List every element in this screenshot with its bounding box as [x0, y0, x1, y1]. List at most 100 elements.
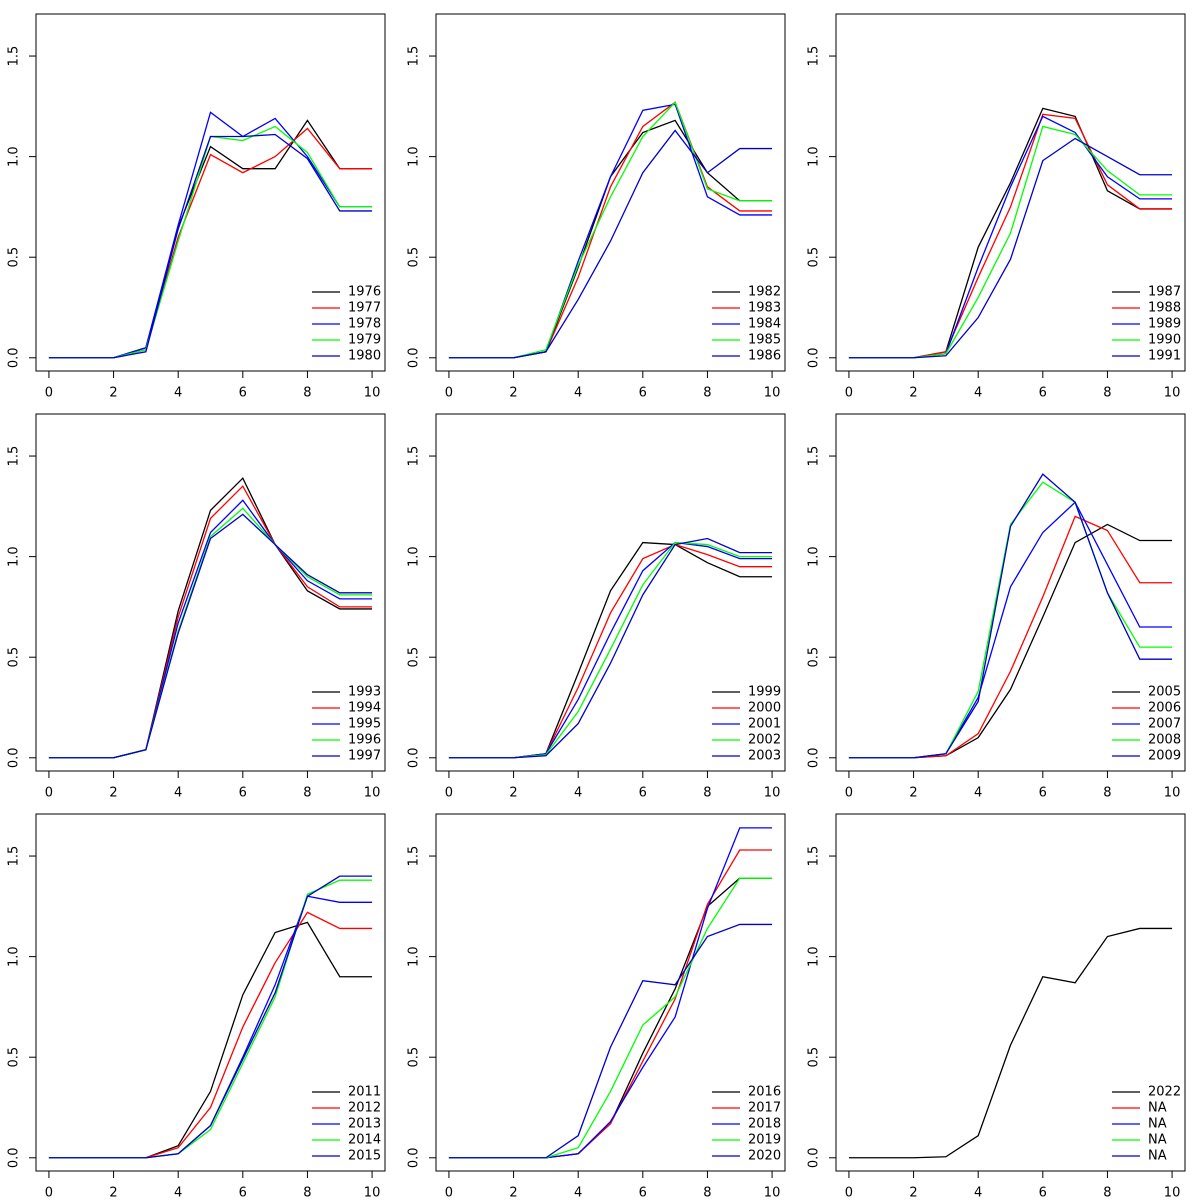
y-tick-label: 0.0 — [7, 347, 22, 368]
legend-label: 1994 — [348, 701, 381, 716]
x-tick-label: 6 — [1039, 386, 1047, 401]
legend-label: 2020 — [748, 1149, 781, 1164]
series-line — [48, 133, 373, 359]
y-tick-label: 1.0 — [7, 546, 22, 567]
legend-label: 1987 — [1148, 285, 1181, 300]
x-tick-label: 0 — [845, 386, 853, 401]
x-tick-label: 8 — [1103, 386, 1111, 401]
legend-label: 2018 — [748, 1117, 781, 1132]
plot-frame — [835, 413, 1186, 772]
series-line — [448, 101, 773, 359]
legend-label: 2000 — [748, 701, 781, 716]
x-tick-label: 0 — [45, 786, 53, 801]
legend-label: 2006 — [1148, 701, 1181, 716]
x-tick-label: 4 — [174, 1186, 182, 1200]
legend-label: 1979 — [348, 333, 381, 348]
x-tick-label: 10 — [764, 386, 781, 401]
x-tick-label: 2 — [909, 386, 917, 401]
series-line — [48, 875, 373, 1159]
plot-frame — [35, 813, 386, 1172]
x-tick-label: 0 — [445, 1186, 453, 1200]
x-tick-label: 4 — [974, 1186, 982, 1200]
x-tick-label: 6 — [639, 1186, 647, 1200]
y-tick-label: 0.5 — [807, 247, 822, 268]
series-line — [48, 513, 373, 759]
x-tick-label: 10 — [1164, 386, 1181, 401]
y-tick-label: 1.5 — [7, 846, 22, 867]
x-tick-label: 2 — [509, 1186, 517, 1200]
legend-label: 2017 — [748, 1101, 781, 1116]
x-tick-label: 2 — [109, 1186, 117, 1200]
series-line — [48, 895, 373, 1159]
y-tick-label: 0.0 — [7, 747, 22, 768]
legend-label: 2011 — [348, 1085, 381, 1100]
x-tick-label: 0 — [45, 1186, 53, 1200]
plot-frame — [35, 413, 386, 772]
y-tick-label: 0.5 — [807, 647, 822, 668]
legend-label: 2005 — [1148, 685, 1181, 700]
x-tick-label: 8 — [703, 386, 711, 401]
x-tick-label: 6 — [639, 386, 647, 401]
y-tick-label: 1.5 — [7, 46, 22, 67]
series-line — [448, 537, 773, 759]
x-tick-label: 10 — [364, 1186, 381, 1200]
legend-label: 1977 — [348, 301, 381, 316]
legend-label: 1993 — [348, 685, 381, 700]
legend-label: 1982 — [748, 285, 781, 300]
legend-label: 2014 — [348, 1133, 381, 1148]
legend-label: 2015 — [348, 1149, 381, 1164]
legend-label: 2007 — [1148, 717, 1181, 732]
x-tick-label: 10 — [1164, 1186, 1181, 1200]
series-line — [48, 485, 373, 759]
x-tick-label: 10 — [364, 386, 381, 401]
legend-label: 2013 — [348, 1117, 381, 1132]
legend-label: 1999 — [748, 685, 781, 700]
series-line — [448, 103, 773, 359]
x-tick-label: 10 — [764, 1186, 781, 1200]
x-tick-label: 0 — [445, 786, 453, 801]
y-tick-label: 0.0 — [7, 1147, 22, 1168]
plot-frame — [435, 813, 786, 1172]
series-line — [848, 481, 1173, 759]
series-line — [448, 543, 773, 759]
legend-label: 1980 — [348, 349, 381, 364]
y-tick-label: 0.5 — [407, 247, 422, 268]
legend-label: 1997 — [348, 749, 381, 764]
x-tick-label: 8 — [303, 786, 311, 801]
x-tick-label: 6 — [1039, 1186, 1047, 1200]
legend-label: 1989 — [1148, 317, 1181, 332]
y-tick-label: 1.5 — [807, 446, 822, 467]
series-line — [848, 125, 1173, 359]
legend-label: 1986 — [748, 349, 781, 364]
legend-label: NA — [1148, 1101, 1167, 1116]
x-tick-label: 4 — [174, 386, 182, 401]
series-line — [48, 507, 373, 759]
series-line — [448, 923, 773, 1159]
legend-label: 2019 — [748, 1133, 781, 1148]
series-line — [848, 515, 1173, 759]
x-tick-label: 2 — [909, 1186, 917, 1200]
y-tick-label: 1.0 — [407, 946, 422, 967]
x-tick-label: 6 — [1039, 786, 1047, 801]
y-tick-label: 1.0 — [807, 546, 822, 567]
legend-label: 2001 — [748, 717, 781, 732]
x-tick-label: 4 — [974, 386, 982, 401]
y-tick-label: 1.5 — [807, 46, 822, 67]
legend-label: 2003 — [748, 749, 781, 764]
y-tick-label: 0.0 — [807, 347, 822, 368]
y-tick-label: 1.0 — [407, 146, 422, 167]
series-line — [48, 879, 373, 1159]
x-tick-label: 4 — [174, 786, 182, 801]
legend-label: 1991 — [1148, 349, 1181, 364]
legend-label: 1983 — [748, 301, 781, 316]
y-tick-label: 1.5 — [407, 446, 422, 467]
x-tick-label: 2 — [509, 386, 517, 401]
y-tick-label: 1.0 — [807, 946, 822, 967]
legend-label: NA — [1148, 1133, 1167, 1148]
x-tick-label: 6 — [239, 786, 247, 801]
y-tick-label: 1.0 — [7, 946, 22, 967]
x-tick-label: 2 — [509, 786, 517, 801]
y-tick-label: 0.0 — [407, 747, 422, 768]
